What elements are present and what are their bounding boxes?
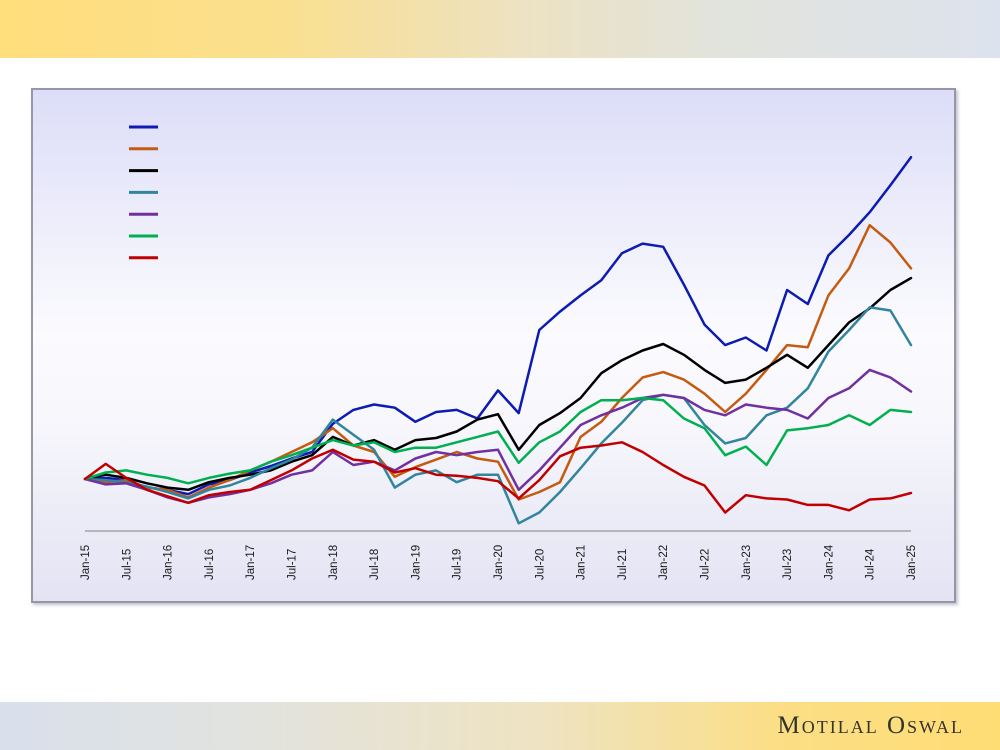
x-tick-label: Jul-18 — [369, 549, 381, 580]
x-tick-label: Jul-23 — [782, 549, 794, 580]
series-line-series-2-orange — [83, 223, 913, 501]
x-tick-label: Jul-17 — [287, 549, 299, 580]
x-tick-label: Jul-22 — [700, 549, 712, 580]
series-line-series-3-black — [83, 276, 913, 492]
x-tick-label: Jan-19 — [410, 545, 422, 580]
x-tick-label: Jul-16 — [204, 549, 216, 580]
x-tick-label: Jul-15 — [121, 549, 133, 580]
brand-wordmark: Motilal Oswal — [777, 712, 964, 739]
chart-canvas: Jan-15 Jul-15 Jan-16 Jul-16 Jan-17 Jul-17 Jan-… — [80, 125, 918, 580]
series-line-series-5-purple — [83, 368, 913, 505]
x-tick-label: Jul-21 — [617, 549, 629, 580]
chart-panel: Jan-15 Jul-15 Jan-16 Jul-16 Jan-17 Jul-17 Jan-… — [31, 88, 956, 603]
x-tick-label: Jan-18 — [328, 545, 340, 580]
x-tick-label: Jan-17 — [245, 545, 257, 580]
x-tick-label: Jul-19 — [452, 549, 464, 580]
top-accent-bar — [0, 0, 1000, 58]
x-tick-label: Jan-16 — [163, 545, 175, 580]
x-tick-label: Jul-24 — [865, 548, 877, 580]
x-tick-label: Jan-25 — [906, 545, 918, 580]
x-tick-label: Jan-20 — [493, 545, 505, 580]
x-tick-label: Jul-20 — [534, 549, 546, 580]
x-tick-label: Jan-21 — [576, 545, 588, 580]
x-tick-label: Jan-15 — [80, 545, 92, 580]
series-line-series-6-green — [83, 396, 913, 485]
x-tick-label: Jan-23 — [741, 545, 753, 580]
series-line-series-1-dark-blue — [83, 155, 913, 496]
footer-bar: Motilal Oswal — [0, 702, 1000, 750]
x-tick-label: Jan-22 — [658, 545, 670, 580]
x-tick-label: Jan-24 — [823, 544, 835, 580]
series-line-series-7-red — [83, 441, 913, 514]
series-line-series-4-teal — [83, 306, 913, 525]
